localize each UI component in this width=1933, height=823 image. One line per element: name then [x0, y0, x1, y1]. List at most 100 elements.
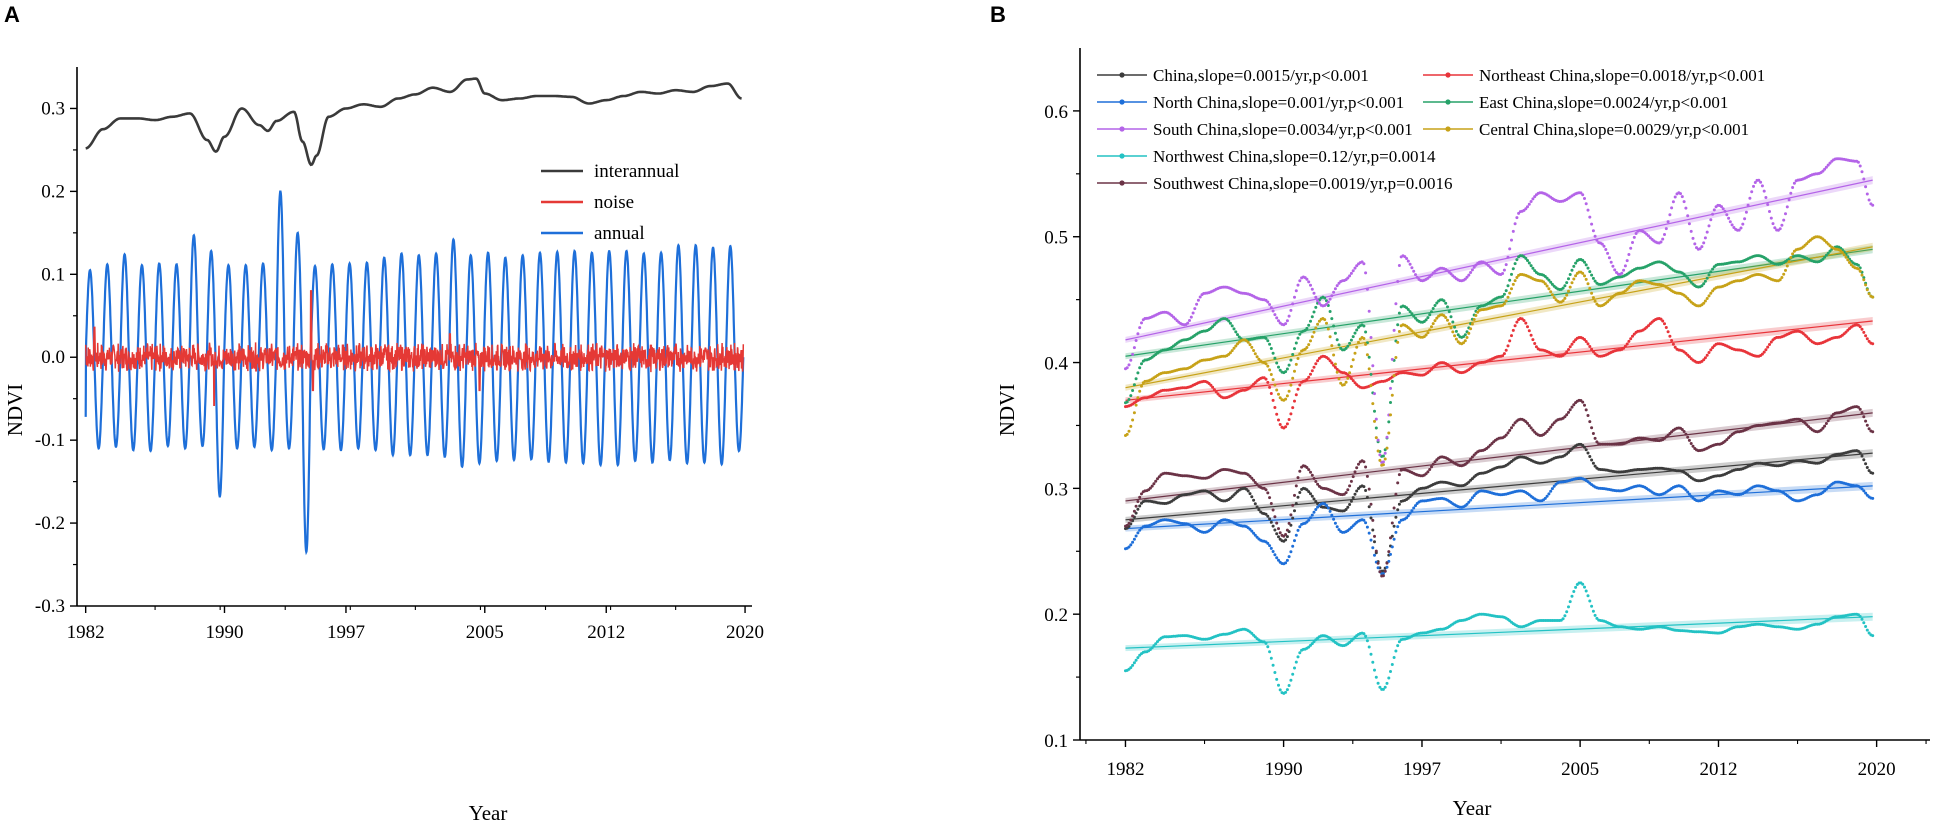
data-point — [1591, 461, 1595, 465]
data-point — [1508, 339, 1512, 343]
data-point — [1856, 160, 1860, 164]
data-point — [1760, 184, 1764, 188]
data-point — [1586, 342, 1590, 346]
data-point — [1317, 319, 1321, 323]
data-point — [1351, 475, 1355, 479]
data-point — [1387, 420, 1391, 424]
data-point — [1511, 229, 1515, 233]
data-point — [1351, 269, 1355, 273]
data-point — [1316, 359, 1320, 363]
data-point — [1550, 487, 1554, 491]
data-point — [1586, 594, 1590, 598]
data-point — [1686, 276, 1690, 280]
annual-series-line — [84, 190, 745, 556]
data-point — [1312, 477, 1316, 480]
data-point — [1136, 396, 1140, 400]
data-point — [1125, 432, 1129, 436]
data-point — [1378, 458, 1382, 462]
trend-line-northeast-china — [1125, 320, 1873, 401]
data-point — [1792, 181, 1796, 185]
data-point — [1591, 609, 1595, 613]
data-point — [1787, 198, 1791, 202]
legend-marker-northeast-china — [1445, 72, 1451, 78]
data-point — [1785, 264, 1789, 268]
data-point — [1367, 531, 1371, 535]
data-point — [1858, 325, 1862, 329]
data-point — [1264, 377, 1268, 381]
data-point — [1397, 640, 1401, 644]
data-point — [1858, 407, 1862, 411]
data-point — [1355, 264, 1359, 268]
data-point — [1531, 428, 1535, 432]
series-north-china — [1124, 476, 1875, 576]
data-point — [1268, 650, 1272, 654]
data-point — [1707, 294, 1711, 298]
data-point — [1867, 427, 1871, 431]
data-point — [1746, 203, 1750, 207]
data-point — [1348, 484, 1352, 488]
data-point — [1748, 196, 1752, 200]
data-point — [1293, 347, 1296, 351]
data-point — [1858, 451, 1862, 455]
data-point — [1762, 189, 1766, 193]
data-point — [1268, 385, 1272, 389]
data-point — [1264, 336, 1268, 340]
x-tick-label: 2005 — [1561, 759, 1599, 780]
data-point — [1342, 383, 1346, 387]
data-point — [1269, 502, 1273, 505]
data-point — [1442, 299, 1446, 303]
data-point — [1314, 362, 1318, 366]
data-point — [1634, 232, 1638, 235]
data-point — [1725, 213, 1729, 217]
data-point — [1529, 200, 1533, 203]
data-point — [1415, 275, 1419, 279]
data-point — [1373, 419, 1376, 423]
data-point — [1346, 376, 1350, 380]
data-point — [1385, 446, 1389, 450]
data-point — [1565, 350, 1569, 354]
data-point — [1586, 414, 1590, 417]
data-point — [1595, 238, 1599, 242]
data-point — [1209, 383, 1213, 387]
data-point — [1266, 514, 1270, 518]
data-point — [1383, 457, 1387, 461]
y-tick-label: 0.2 — [1044, 605, 1068, 626]
data-point — [1134, 377, 1138, 381]
data-point — [1406, 514, 1410, 518]
data-point — [1552, 296, 1556, 299]
data-point — [1285, 688, 1289, 692]
data-point — [1472, 265, 1476, 269]
data-point — [1273, 356, 1277, 360]
data-point — [1134, 534, 1138, 538]
series-northeast-china — [1124, 317, 1875, 430]
data-point — [1131, 540, 1135, 544]
data-point — [1269, 347, 1273, 350]
data-point — [1588, 420, 1592, 424]
data-point — [1131, 418, 1135, 422]
data-point — [1766, 203, 1770, 206]
x-tick-label: 2020 — [726, 622, 764, 643]
data-point — [1309, 492, 1312, 496]
data-point — [1316, 322, 1320, 326]
data-point — [1232, 327, 1236, 331]
data-point — [1702, 301, 1706, 305]
data-point — [1369, 516, 1373, 520]
data-point — [1296, 283, 1300, 287]
data-point — [1693, 242, 1697, 246]
data-point — [1590, 273, 1594, 277]
data-point — [1328, 297, 1332, 301]
data-point — [1150, 646, 1154, 650]
data-point — [1705, 297, 1709, 300]
data-point — [1864, 419, 1868, 423]
data-point — [1326, 327, 1330, 331]
data-point — [1136, 656, 1140, 660]
data-point — [1583, 403, 1586, 407]
data-point — [1865, 337, 1869, 341]
data-point — [1689, 229, 1693, 233]
data-point — [1376, 566, 1380, 570]
data-point — [1346, 488, 1350, 492]
data-point — [1369, 336, 1373, 339]
data-point — [1186, 321, 1190, 325]
y-tick-label: 0.4 — [1044, 354, 1068, 375]
data-point — [1502, 292, 1506, 296]
